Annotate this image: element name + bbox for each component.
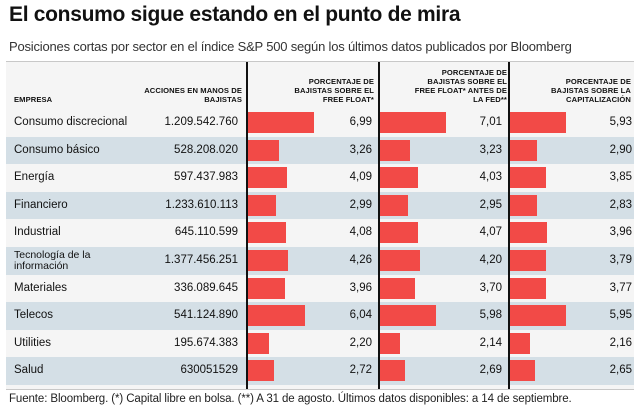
row-empresa: Telecos (14, 309, 53, 322)
bar-free-float (248, 139, 279, 161)
bar-free-float (248, 167, 287, 189)
label-free-float: 3,26 (349, 143, 372, 156)
bar-capitalizacion (510, 112, 566, 133)
source-note: Fuente: Bloomberg. (*) Capital libre en … (9, 393, 572, 405)
bar-capitalizacion (510, 277, 546, 299)
label-antes-fed: 4,07 (479, 226, 502, 239)
bar-free-float (248, 112, 314, 133)
bar-free-float (248, 360, 274, 382)
bar-capitalizacion (510, 305, 566, 327)
label-free-float: 3,96 (349, 281, 372, 294)
row-empresa: Materiales (14, 281, 68, 294)
header-empresa: EMPRESA (14, 95, 53, 104)
chart-subtitle: Posiciones cortas por sector en el índic… (9, 39, 572, 54)
bar-antes-fed (380, 139, 411, 161)
row-empresa: Tecnología de la información (14, 249, 91, 272)
row-acciones: 541.124.890 (174, 309, 238, 322)
label-free-float: 4,09 (349, 171, 372, 184)
label-free-float: 6,04 (349, 309, 372, 322)
chart-title: El consumo sigue estando en el punto de … (9, 3, 461, 26)
row-empresa: Energía (14, 171, 55, 184)
bar-capitalizacion (510, 167, 547, 189)
bar-free-float (248, 305, 305, 327)
row-acciones: 528.208.020 (174, 143, 238, 156)
row-acciones: 645.110.599 (174, 226, 238, 239)
label-free-float: 4,08 (349, 226, 372, 239)
bar-free-float (248, 222, 287, 244)
label-antes-fed: 4,03 (479, 171, 502, 184)
label-free-float: 2,72 (349, 364, 372, 377)
bar-antes-fed (380, 250, 420, 271)
header-acciones: ACCIONES EN MANOS DE BAJISTAS (144, 86, 242, 104)
bar-antes-fed (380, 305, 437, 327)
header-free-float: PORCENTAJE DE BAJISTAS SOBRE EL FREE FLO… (294, 77, 374, 104)
label-capitalizacion: 2,16 (609, 336, 632, 349)
row-empresa: Consumo discrecional (14, 116, 128, 128)
column-divider (246, 62, 248, 389)
bar-capitalizacion (510, 250, 546, 271)
bar-free-float (248, 194, 277, 216)
label-capitalizacion: 2,65 (609, 364, 632, 377)
bar-antes-fed (380, 194, 408, 216)
label-capitalizacion: 2,90 (609, 143, 632, 156)
bar-free-float (248, 250, 289, 271)
label-free-float: 4,26 (349, 254, 372, 266)
label-antes-fed: 2,95 (479, 198, 502, 211)
bar-antes-fed (380, 277, 415, 299)
bar-capitalizacion (510, 222, 548, 244)
label-capitalizacion: 3,96 (609, 226, 632, 239)
bar-antes-fed (380, 222, 419, 244)
label-capitalizacion: 3,77 (609, 281, 632, 294)
label-capitalizacion: 5,95 (609, 309, 632, 322)
bar-antes-fed (380, 332, 401, 354)
header-capitalizacion: PORCENTAJE DE BAJISTAS SOBRE LA CAPITALI… (550, 77, 631, 104)
row-empresa: Consumo básico (14, 143, 100, 156)
bar-capitalizacion (510, 332, 531, 354)
bar-antes-fed (380, 167, 418, 189)
bar-antes-fed (380, 360, 406, 382)
column-divider (508, 62, 510, 389)
bar-capitalizacion (510, 360, 535, 382)
bar-free-float (248, 277, 286, 299)
label-free-float: 2,20 (349, 336, 372, 349)
label-capitalizacion: 2,83 (609, 198, 632, 211)
label-antes-fed: 3,70 (479, 281, 502, 294)
label-capitalizacion: 3,85 (609, 171, 632, 184)
row-empresa: Salud (14, 364, 44, 377)
row-acciones: 597.437.983 (174, 171, 238, 184)
label-antes-fed: 4,20 (479, 254, 502, 266)
row-empresa: Utilities (14, 336, 52, 349)
table-panel: EMPRESA ACCIONES EN MANOS DE BAJISTAS PO… (6, 61, 634, 390)
row-acciones: 1.209.542.760 (164, 116, 238, 128)
label-antes-fed: 5,98 (479, 309, 502, 322)
row-empresa: Industrial (14, 226, 61, 239)
row-acciones: 195.674.383 (174, 336, 238, 349)
bar-free-float (248, 332, 269, 354)
row-acciones: 1.233.610.113 (165, 198, 238, 211)
label-free-float: 2,99 (349, 198, 372, 211)
label-capitalizacion: 3,79 (609, 254, 632, 266)
label-free-float: 6,99 (349, 116, 372, 128)
label-antes-fed: 2,69 (479, 364, 502, 377)
row-empresa: Financiero (14, 198, 68, 211)
label-capitalizacion: 5,93 (609, 116, 632, 128)
bar-capitalizacion (510, 194, 537, 216)
label-antes-fed: 7,01 (479, 116, 502, 128)
label-antes-fed: 2,14 (479, 336, 502, 349)
row-acciones: 336.089.645 (174, 281, 238, 294)
bar-antes-fed (380, 112, 446, 133)
bar-capitalizacion (510, 139, 538, 161)
row-acciones: 630051529 (180, 364, 238, 377)
row-acciones: 1.377.456.251 (164, 254, 238, 266)
header-antes-fed: PORCENTAJE DE BAJISTAS SOBRE EL FREE FLO… (414, 68, 507, 104)
label-antes-fed: 3,23 (479, 143, 502, 156)
column-divider (378, 62, 380, 389)
